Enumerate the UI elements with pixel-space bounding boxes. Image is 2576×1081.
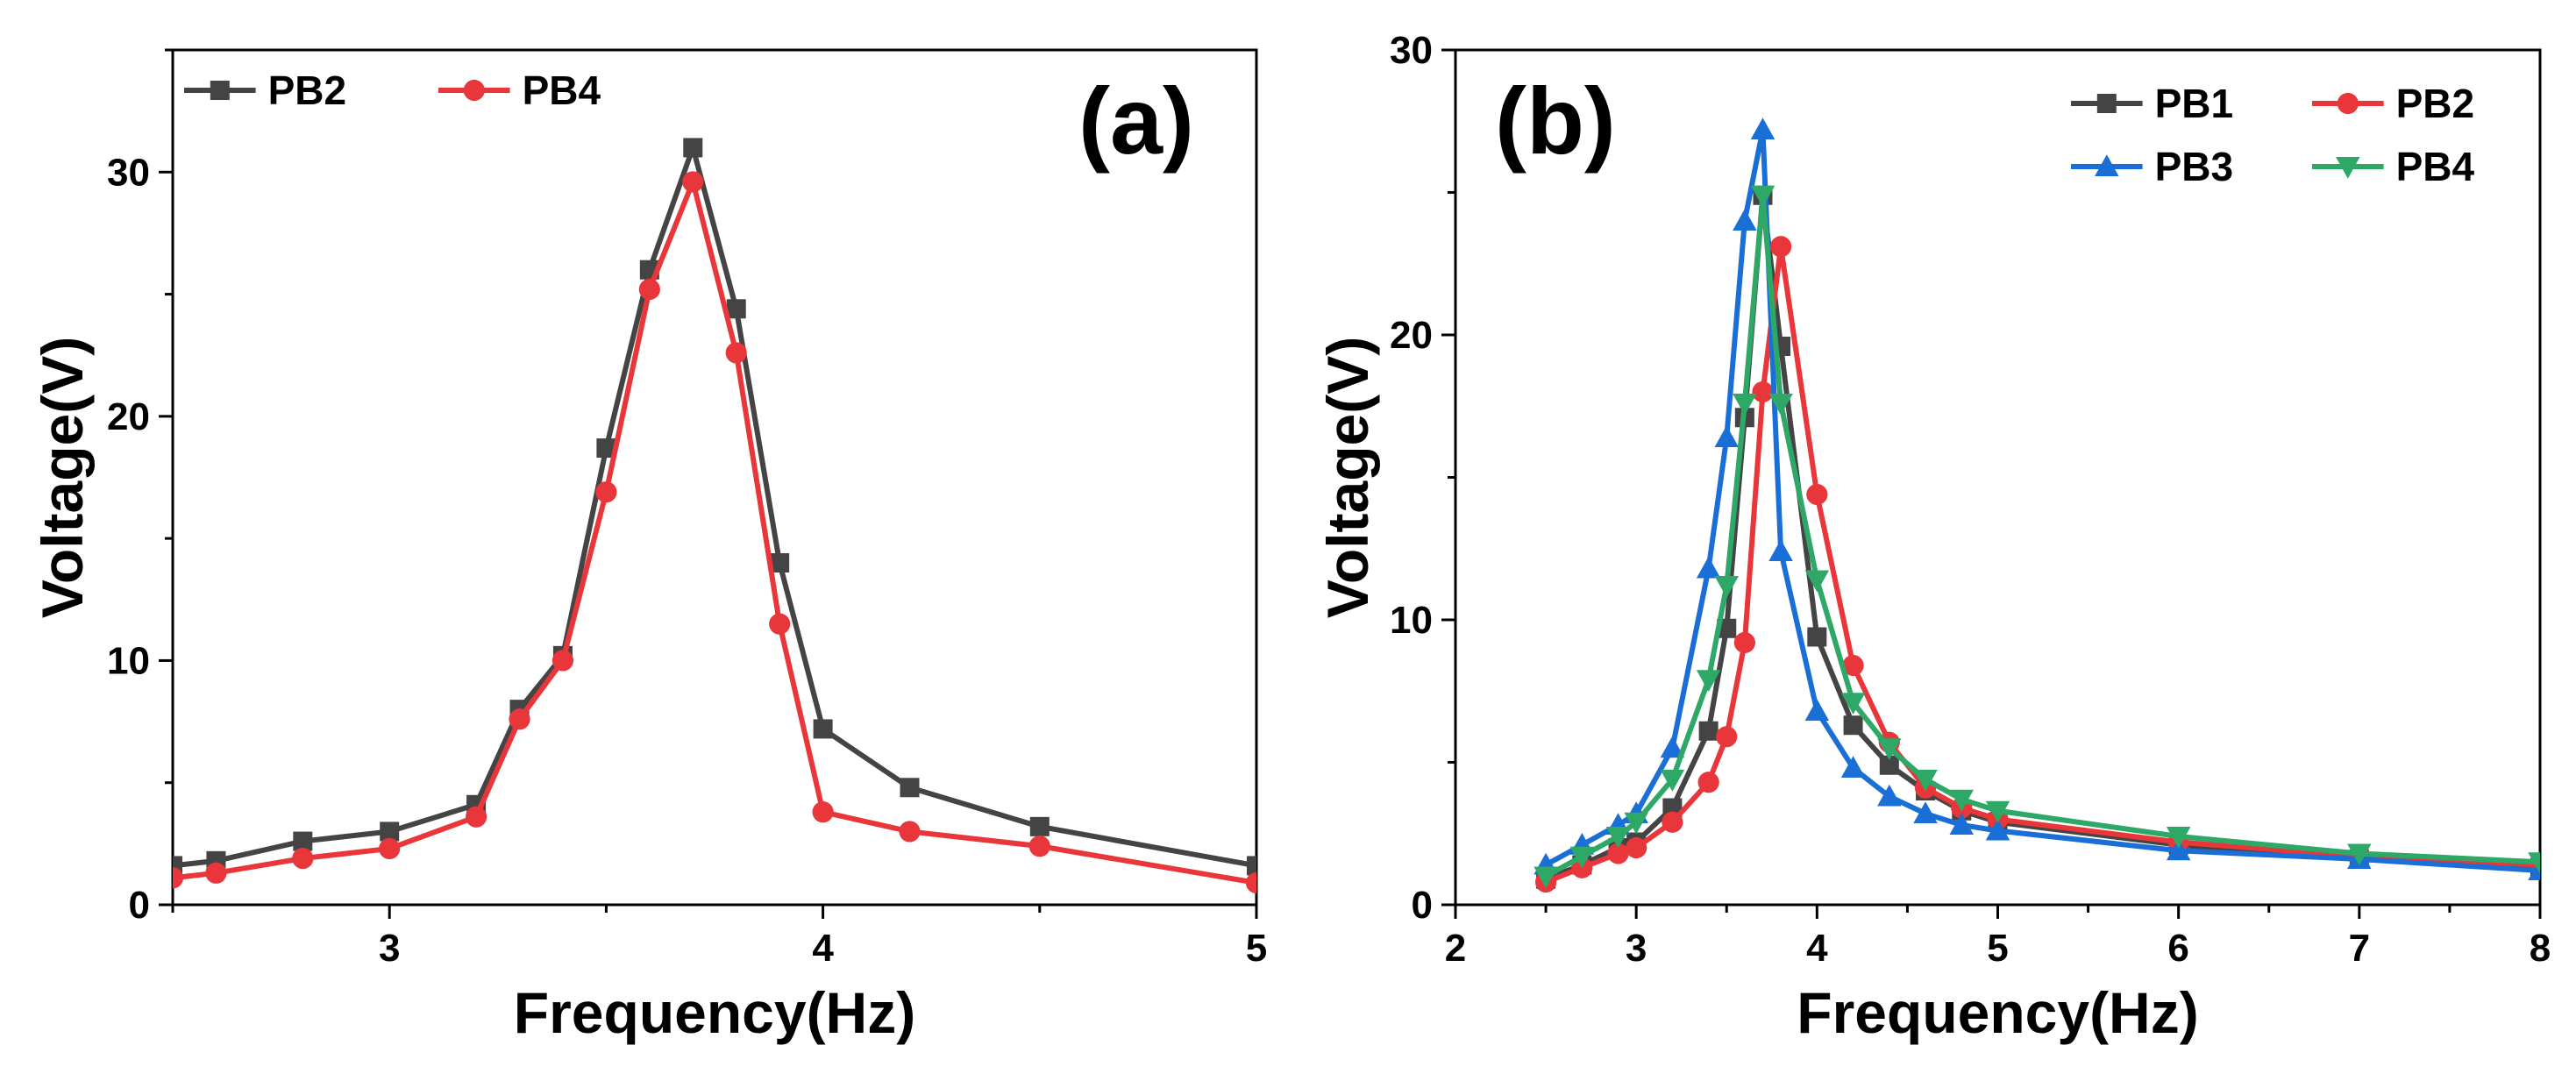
data-point-pb4 [466, 807, 487, 828]
data-point-pb2 [1626, 837, 1647, 858]
panel-label: (a) [1078, 68, 1194, 174]
data-point-pb2 [1698, 772, 1719, 793]
data-point-pb4 [1029, 836, 1050, 857]
series-line-pb2 [173, 147, 1256, 865]
data-point-pb3 [1768, 539, 1793, 561]
data-point-pb2 [814, 719, 833, 738]
x-tick-label: 2 [1445, 927, 1466, 970]
data-point-pb1 [1844, 715, 1863, 735]
data-point-pb4 [1715, 576, 1740, 598]
series-group [162, 138, 1267, 893]
series-line-pb1 [1546, 196, 2540, 879]
x-tick-label: 5 [1246, 927, 1267, 970]
data-point-pb3 [1751, 117, 1775, 139]
data-point-pb4 [595, 481, 616, 502]
data-point-pb4 [639, 279, 660, 300]
data-point-pb4 [899, 821, 920, 842]
series-line-pb2 [1546, 246, 2540, 882]
y-axis-title: Voltage(V) [30, 337, 95, 618]
data-point-pb2 [1806, 484, 1827, 505]
data-point-pb4 [509, 708, 530, 729]
data-point-pb2 [1662, 812, 1683, 833]
legend-label-pb1: PB1 [2155, 81, 2233, 126]
y-tick-label: 10 [1390, 599, 1433, 642]
plot-frame [173, 50, 1256, 905]
data-point-pb3 [1805, 699, 1830, 721]
x-tick-label: 7 [2349, 927, 2370, 970]
data-point-pb4 [552, 650, 573, 671]
data-point-pb2 [683, 138, 702, 157]
legend: PB1 PB2 PB3 PB4 [2071, 81, 2475, 189]
y-axis-title: Voltage(V) [1315, 337, 1380, 618]
data-point-pb2 [1734, 632, 1755, 653]
panel-label: (b) [1495, 68, 1616, 174]
x-tick-label: 4 [812, 927, 834, 970]
data-point-pb4 [205, 863, 226, 884]
data-point-pb1 [1807, 628, 1826, 647]
data-point-pb2 [900, 778, 919, 797]
x-tick-label: 4 [1806, 927, 1828, 970]
y-tick-label: 20 [107, 395, 150, 438]
y-tick-label: 20 [1390, 314, 1433, 357]
data-point-pb3 [1697, 557, 1721, 579]
x-axis-title: Frequency(Hz) [1797, 980, 2198, 1045]
y-tick-label: 30 [1390, 29, 1433, 72]
legend-label-pb2: PB2 [2396, 81, 2474, 126]
y-tick-label: 0 [129, 884, 150, 927]
legend-label-pb3: PB3 [2155, 144, 2233, 189]
data-point-pb4 [292, 848, 313, 869]
legend: PB2 PB4 [184, 68, 601, 113]
x-tick-label: 6 [2167, 927, 2188, 970]
data-point-pb4 [379, 838, 400, 859]
legend-marker-pb1 [2097, 94, 2117, 113]
data-point-pb2 [1716, 726, 1737, 747]
data-point-pb4 [813, 801, 834, 822]
legend-label-pb2: PB2 [268, 68, 346, 113]
series-group [1534, 117, 2551, 893]
figure: 3 4 50102030Frequency(Hz)Voltage(V)(a)PB2 P… [0, 0, 2576, 1081]
data-point-pb2 [1770, 236, 1791, 257]
x-tick-label: 3 [1626, 927, 1647, 970]
legend-marker-pb4 [464, 80, 485, 101]
data-point-pb4 [726, 342, 747, 363]
data-point-pb4 [682, 171, 703, 192]
panel-b-chart: 2 3 4 5 6 7 8 0 10 20 30 Frequency(Hz) Voltage(V) (b)… [1315, 29, 2552, 1045]
plot-frame [1455, 50, 2540, 905]
x-tick-label: 3 [379, 927, 400, 970]
x-tick-label: 5 [1987, 927, 2008, 970]
x-axis-title: Frequency(Hz) [514, 980, 915, 1045]
data-point-pb1 [1699, 722, 1719, 741]
data-point-pb2 [1752, 381, 1773, 402]
series-line-pb4 [1546, 196, 2540, 877]
x-tick-label: 8 [2530, 927, 2551, 970]
y-tick-label: 10 [107, 639, 150, 682]
series-line-pb4 [173, 181, 1256, 883]
legend-label-pb4: PB4 [2396, 144, 2475, 189]
data-point-pb3 [1733, 209, 1757, 231]
data-point-pb4 [1246, 872, 1267, 893]
legend-marker-pb2 [2338, 93, 2359, 114]
data-point-pb2 [1030, 817, 1050, 836]
data-point-pb4 [769, 614, 790, 635]
legend-label-pb4: PB4 [523, 68, 601, 113]
data-point-pb3 [1715, 425, 1740, 447]
legend-marker-pb2 [210, 81, 230, 100]
data-point-pb4 [162, 867, 183, 888]
y-tick-label: 30 [107, 151, 150, 194]
y-tick-label: 0 [1412, 884, 1433, 927]
